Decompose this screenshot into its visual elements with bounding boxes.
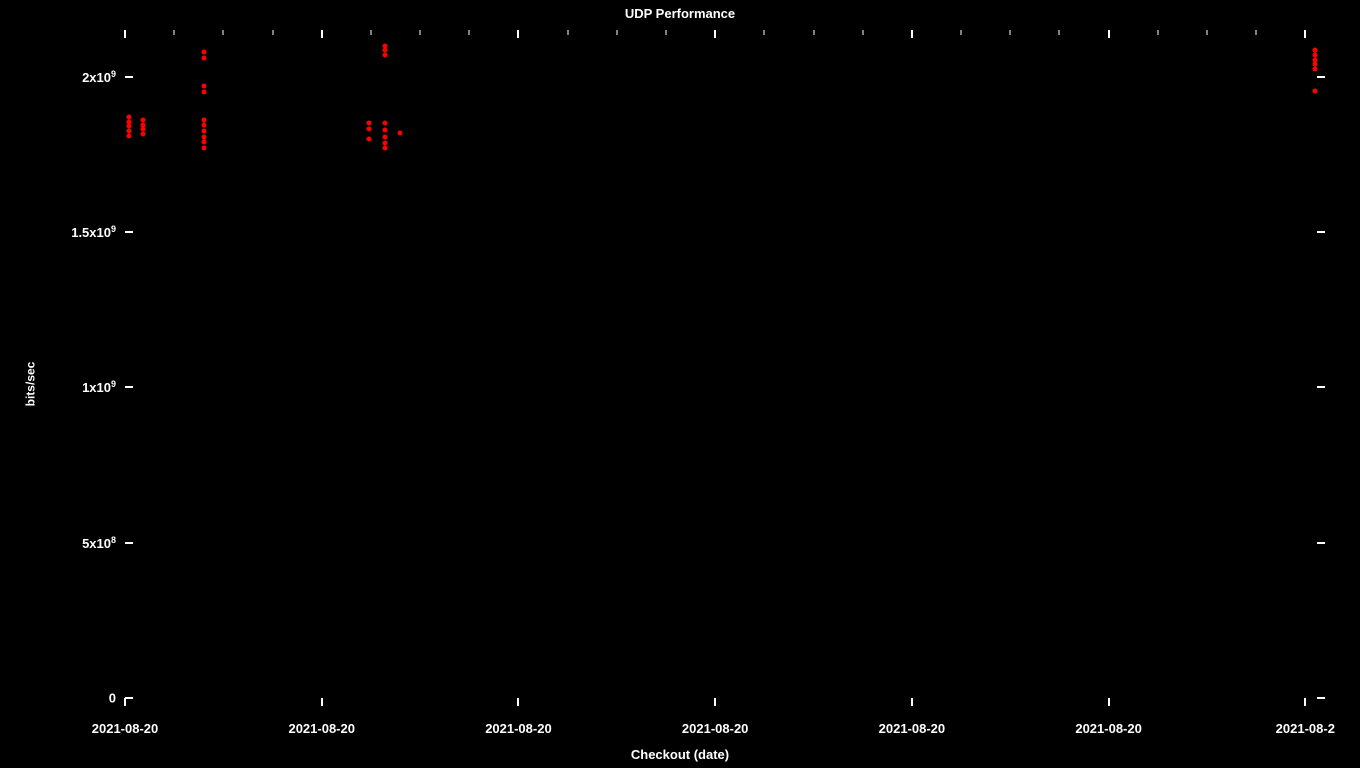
y-tick-mark: [125, 231, 133, 233]
chart-title: UDP Performance: [0, 6, 1360, 21]
x-minor-tick-mark: [1010, 30, 1011, 35]
y-tick-mark: [125, 76, 133, 78]
x-tick-mark: [714, 698, 716, 706]
x-minor-tick-mark: [420, 30, 421, 35]
x-tick-mark: [321, 30, 323, 38]
x-minor-tick-mark: [813, 30, 814, 35]
data-point: [126, 133, 131, 138]
x-tick-mark: [517, 698, 519, 706]
x-minor-tick-mark: [862, 30, 863, 35]
data-point: [382, 135, 387, 140]
data-point: [201, 139, 206, 144]
x-minor-tick-mark: [665, 30, 666, 35]
x-minor-tick-mark: [272, 30, 273, 35]
data-point: [366, 127, 371, 132]
x-minor-tick-mark: [174, 30, 175, 35]
x-tick-mark: [124, 30, 126, 38]
x-minor-tick-mark: [1256, 30, 1257, 35]
y-tick-mark: [125, 697, 133, 699]
x-axis-label: Checkout (date): [0, 747, 1360, 762]
data-point: [201, 128, 206, 133]
data-point: [1313, 66, 1318, 71]
x-tick-mark: [911, 698, 913, 706]
data-point: [201, 118, 206, 123]
x-minor-tick-mark: [567, 30, 568, 35]
y-tick-mark: [1317, 386, 1325, 388]
x-tick-label: 2021-08-20: [485, 721, 552, 736]
data-point: [201, 123, 206, 128]
x-tick-mark: [1108, 30, 1110, 38]
x-tick-label: 2021-08-20: [682, 721, 749, 736]
x-tick-mark: [321, 698, 323, 706]
x-tick-label: 2021-08-2: [1276, 721, 1335, 736]
data-point: [398, 130, 403, 135]
x-tick-mark: [911, 30, 913, 38]
y-tick-label: 0: [109, 691, 116, 706]
x-minor-tick-mark: [370, 30, 371, 35]
x-minor-tick-mark: [1157, 30, 1158, 35]
y-tick-mark: [125, 542, 133, 544]
data-point: [201, 83, 206, 88]
x-tick-label: 2021-08-20: [288, 721, 355, 736]
data-point: [382, 146, 387, 151]
data-point: [366, 121, 371, 126]
y-tick-mark: [1317, 697, 1325, 699]
x-minor-tick-mark: [616, 30, 617, 35]
x-tick-label: 2021-08-20: [1075, 721, 1142, 736]
x-tick-label: 2021-08-20: [879, 721, 946, 736]
x-minor-tick-mark: [469, 30, 470, 35]
y-tick-mark: [1317, 76, 1325, 78]
data-point: [201, 90, 206, 95]
data-point: [140, 132, 145, 137]
y-tick-label: 1x109: [82, 379, 116, 395]
plot-area: [125, 30, 1325, 698]
data-point: [382, 52, 387, 57]
data-point: [201, 55, 206, 60]
x-tick-mark: [1108, 698, 1110, 706]
y-tick-mark: [125, 386, 133, 388]
y-tick-label: 1.5x109: [71, 224, 116, 240]
x-tick-mark: [1304, 30, 1306, 38]
x-tick-mark: [1304, 698, 1306, 706]
y-tick-mark: [1317, 542, 1325, 544]
x-tick-label: 2021-08-20: [92, 721, 159, 736]
data-point: [201, 134, 206, 139]
data-point: [366, 136, 371, 141]
x-tick-mark: [517, 30, 519, 38]
data-point: [201, 146, 206, 151]
data-point: [1313, 88, 1318, 93]
x-tick-mark: [714, 30, 716, 38]
data-point: [382, 128, 387, 133]
x-minor-tick-mark: [1059, 30, 1060, 35]
x-minor-tick-mark: [1206, 30, 1207, 35]
x-tick-mark: [124, 698, 126, 706]
y-axis-label: bits/sec: [23, 362, 37, 407]
data-point: [382, 121, 387, 126]
x-minor-tick-mark: [764, 30, 765, 35]
chart-container: UDP Performance bits/sec Checkout (date)…: [0, 0, 1360, 768]
x-minor-tick-mark: [961, 30, 962, 35]
data-point: [201, 49, 206, 54]
y-tick-label: 2x109: [82, 68, 116, 84]
x-minor-tick-mark: [223, 30, 224, 35]
y-tick-label: 5x108: [82, 534, 116, 550]
y-tick-mark: [1317, 231, 1325, 233]
